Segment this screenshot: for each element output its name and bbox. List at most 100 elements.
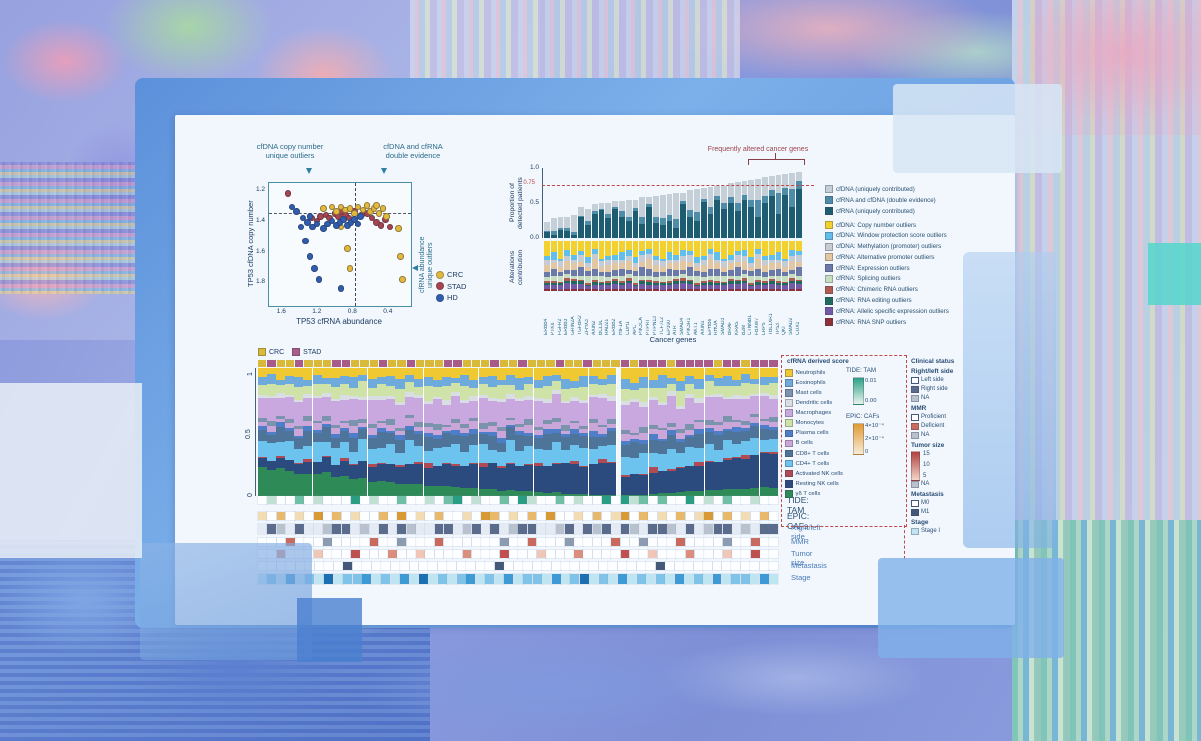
- bar-segment: [673, 262, 680, 270]
- bar-segment: [768, 284, 775, 289]
- bar-segment: [775, 289, 782, 291]
- bar-segment: [533, 379, 543, 388]
- bar-segment: [748, 206, 755, 238]
- bar-segment: [432, 424, 442, 430]
- bar-segment: [564, 278, 571, 281]
- bar-segment: [285, 460, 295, 472]
- bar-segment: [694, 447, 704, 463]
- cells-sample-bar: [377, 368, 387, 496]
- bar-segment: [659, 241, 666, 259]
- track-cell: [721, 511, 733, 521]
- bar-segment: [630, 401, 640, 433]
- bar-segment: [748, 276, 755, 283]
- genes-ytick-1: 1.0: [529, 164, 539, 171]
- track-cell: [712, 537, 724, 547]
- bar-segment: [667, 391, 677, 396]
- track-cell: [408, 561, 420, 571]
- bar-segment: [768, 383, 778, 395]
- bar-segment: [542, 428, 552, 435]
- bar-segment: [639, 426, 649, 433]
- bar-segment: [687, 289, 693, 291]
- bar-segment: [722, 399, 732, 417]
- bar-segment: [386, 430, 396, 434]
- track-cell: [675, 523, 687, 535]
- tide-gradient-tick: 0.00: [865, 398, 877, 404]
- bar-segment: [598, 261, 605, 267]
- cells-sample-bar: [722, 368, 732, 496]
- track-cell: [470, 495, 482, 505]
- track-cell: [455, 561, 467, 571]
- bar-segment: [578, 217, 584, 238]
- bar-segment: [768, 422, 778, 428]
- bar-segment: [680, 281, 687, 283]
- bar-segment: [591, 204, 598, 212]
- bar-segment: [571, 276, 578, 279]
- bar-segment: [571, 284, 578, 289]
- bar-segment: [340, 427, 350, 432]
- bar-segment: [267, 383, 277, 397]
- bar-segment: [598, 241, 605, 259]
- bar-segment: [673, 192, 680, 220]
- bar-segment: [542, 434, 552, 450]
- track-cell: [635, 561, 647, 571]
- track-cell: [517, 511, 529, 521]
- bar-segment: [630, 398, 640, 402]
- bar-segment: [423, 451, 433, 464]
- clinical-legend-item: Left side: [911, 376, 987, 384]
- epic-gradient-tick: 4×10⁻⁴: [865, 423, 884, 429]
- bar-segment: [731, 368, 741, 380]
- track-cell: [597, 561, 609, 571]
- bar-segment: [349, 465, 359, 480]
- track-cell: [312, 495, 324, 505]
- bar-segment: [639, 251, 646, 255]
- cell-type-legend-item: CD8+ T cells: [785, 449, 843, 458]
- track-cell: [294, 537, 305, 547]
- bar-segment: [658, 441, 668, 454]
- bar-segment: [544, 221, 550, 232]
- bar-segment: [658, 405, 668, 428]
- track-cell: [601, 537, 612, 547]
- bar-segment: [285, 394, 295, 397]
- track-cell: [610, 523, 622, 535]
- bar-segment: [340, 368, 350, 377]
- genes-ytick-0: 0.0: [529, 234, 539, 241]
- bar-segment: [734, 182, 741, 204]
- scatter-y-tick-label: 1.2: [255, 186, 265, 194]
- bar-segment: [395, 378, 405, 390]
- gene-proportion-bar: [584, 208, 591, 238]
- bar-segment: [584, 241, 591, 257]
- track-cell: [480, 537, 491, 547]
- bar-segment: [632, 267, 639, 271]
- gene-proportion-bar: [782, 173, 789, 238]
- legend-swatch-icon: [825, 274, 833, 283]
- strip-cell: [360, 360, 369, 367]
- bar-segment: [605, 265, 612, 272]
- bar-segment: [721, 283, 727, 285]
- bar-segment: [496, 490, 506, 496]
- track-cell: [433, 495, 445, 505]
- bar-segment: [459, 368, 469, 375]
- track-cell: [721, 549, 733, 559]
- track-cell: [303, 537, 315, 547]
- tide-legend-title: TIDE: TAM: [846, 367, 877, 374]
- bar-segment: [748, 179, 755, 200]
- bar-segment: [331, 464, 341, 478]
- track-cell: [759, 523, 770, 535]
- track-cell: [424, 495, 436, 505]
- bar-segment: [552, 390, 562, 394]
- bar-segment: [612, 279, 618, 281]
- legend-swatch-icon: [825, 185, 833, 193]
- bar-segment: [468, 463, 478, 465]
- clinical-legend-item: M1: [911, 508, 987, 516]
- gene-proportion-bar: [727, 183, 734, 238]
- cells-sample-bar: [303, 368, 314, 496]
- bar-segment: [598, 462, 608, 495]
- track-cell: [588, 573, 600, 585]
- bar-segment: [340, 376, 350, 385]
- bar-segment: [749, 488, 759, 496]
- gene-proportion-bar: [618, 200, 625, 238]
- bar-segment: [386, 424, 396, 431]
- bar-segment: [775, 262, 782, 269]
- bar-segment: [673, 241, 680, 255]
- bar-segment: [639, 376, 649, 388]
